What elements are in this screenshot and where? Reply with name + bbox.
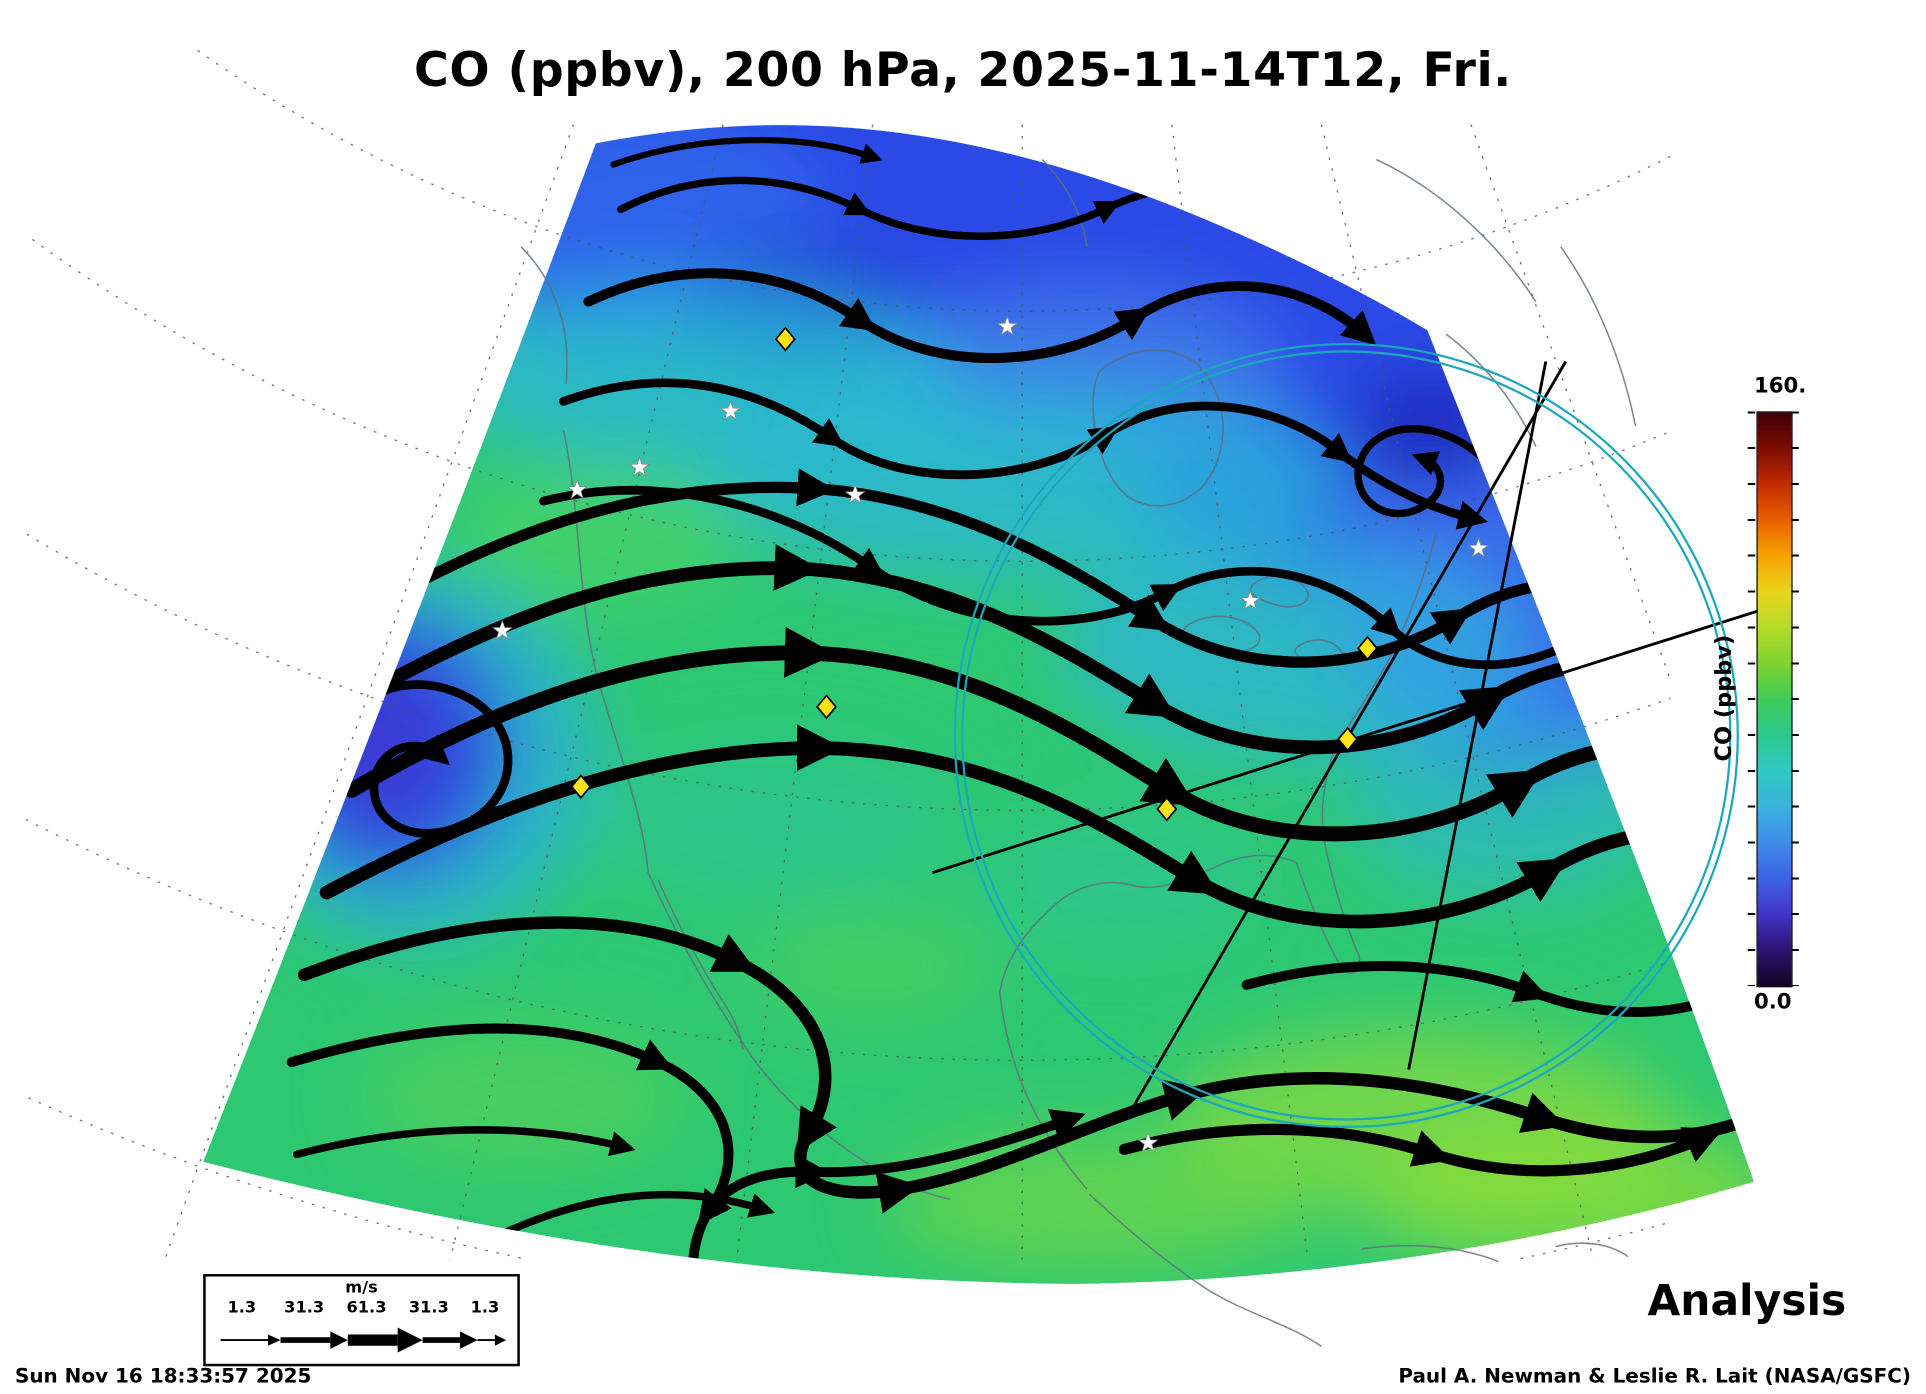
coastline [1560, 246, 1637, 427]
colorbar-ticks-right [1791, 411, 1799, 987]
city-star-marker [719, 400, 742, 421]
coastline [1555, 1242, 1629, 1258]
colorbar-min-label: 0.0 [1753, 989, 1792, 1015]
city-star-marker [628, 456, 651, 477]
plot-title: CO (ppbv), 200 hPa, 2025-11-14T12, Fri. [414, 42, 1512, 98]
coastline [1361, 1244, 1499, 1263]
coastline [1089, 1193, 1322, 1347]
coastline [1375, 158, 1537, 303]
wind-tick-label: 31.3 [408, 1298, 449, 1318]
coastline [520, 246, 568, 385]
colorbar-max-label: 160. [1753, 373, 1807, 399]
render-timestamp: Sun Nov 16 18:33:57 2025 [14, 1363, 312, 1388]
city-star-marker [566, 478, 588, 499]
colorbar-ticks-left [1747, 411, 1756, 987]
station-diamond-marker [1337, 726, 1359, 752]
graticule-line [736, 124, 874, 1260]
analysis-label: Analysis [1647, 1276, 1847, 1327]
wind-arrow-scale [220, 1327, 507, 1353]
track-line [1407, 361, 1548, 1070]
streamline [583, 268, 1377, 363]
city-star-marker [1239, 589, 1261, 610]
station-diamond-marker [774, 326, 796, 352]
satellite-footprint-circle-inner [961, 350, 1732, 1121]
streamline [1118, 1123, 1723, 1177]
credit-line: Paul A. Newman & Leslie R. Lait (NASA/GS… [1398, 1363, 1912, 1388]
city-star-marker [491, 619, 513, 640]
streamline [492, 1190, 776, 1241]
wind-speed-legend: m/s 1.3 31.3 61.3 31.3 1.3 [203, 1274, 520, 1367]
streamline [292, 1126, 636, 1159]
streamline [319, 724, 1754, 929]
coastline [1445, 333, 1537, 447]
wind-tick-label: 1.3 [470, 1298, 500, 1318]
station-diamond-marker [1156, 796, 1178, 822]
streamline-layer [286, 136, 1754, 1267]
streamline [297, 916, 1754, 1214]
streamline [286, 1023, 734, 1226]
colorbar-gradient [1756, 411, 1793, 988]
station-diamond-marker [1357, 635, 1379, 661]
city-star-marker [1137, 1132, 1159, 1153]
city-star-marker [996, 315, 1018, 336]
streamline [610, 136, 883, 168]
streamline [688, 1109, 1086, 1267]
wind-tick-label: 31.3 [284, 1298, 325, 1318]
city-star-markers [491, 315, 1490, 1153]
wind-unit-label: m/s [345, 1279, 378, 1298]
satellite-footprint-circle [953, 342, 1739, 1129]
wind-tick-label: 1.3 [227, 1298, 257, 1318]
station-diamond-markers [570, 326, 1379, 822]
city-star-marker [844, 483, 866, 504]
city-star-marker [1467, 537, 1490, 558]
colorbar-axis-label: CO (ppbv) [1710, 634, 1738, 762]
station-diamond-marker [570, 774, 592, 800]
wind-tick-label: 61.3 [346, 1298, 387, 1318]
co-field-layer [203, 125, 1754, 1284]
station-diamond-marker [816, 694, 837, 720]
graticule-line [1171, 124, 1309, 1260]
